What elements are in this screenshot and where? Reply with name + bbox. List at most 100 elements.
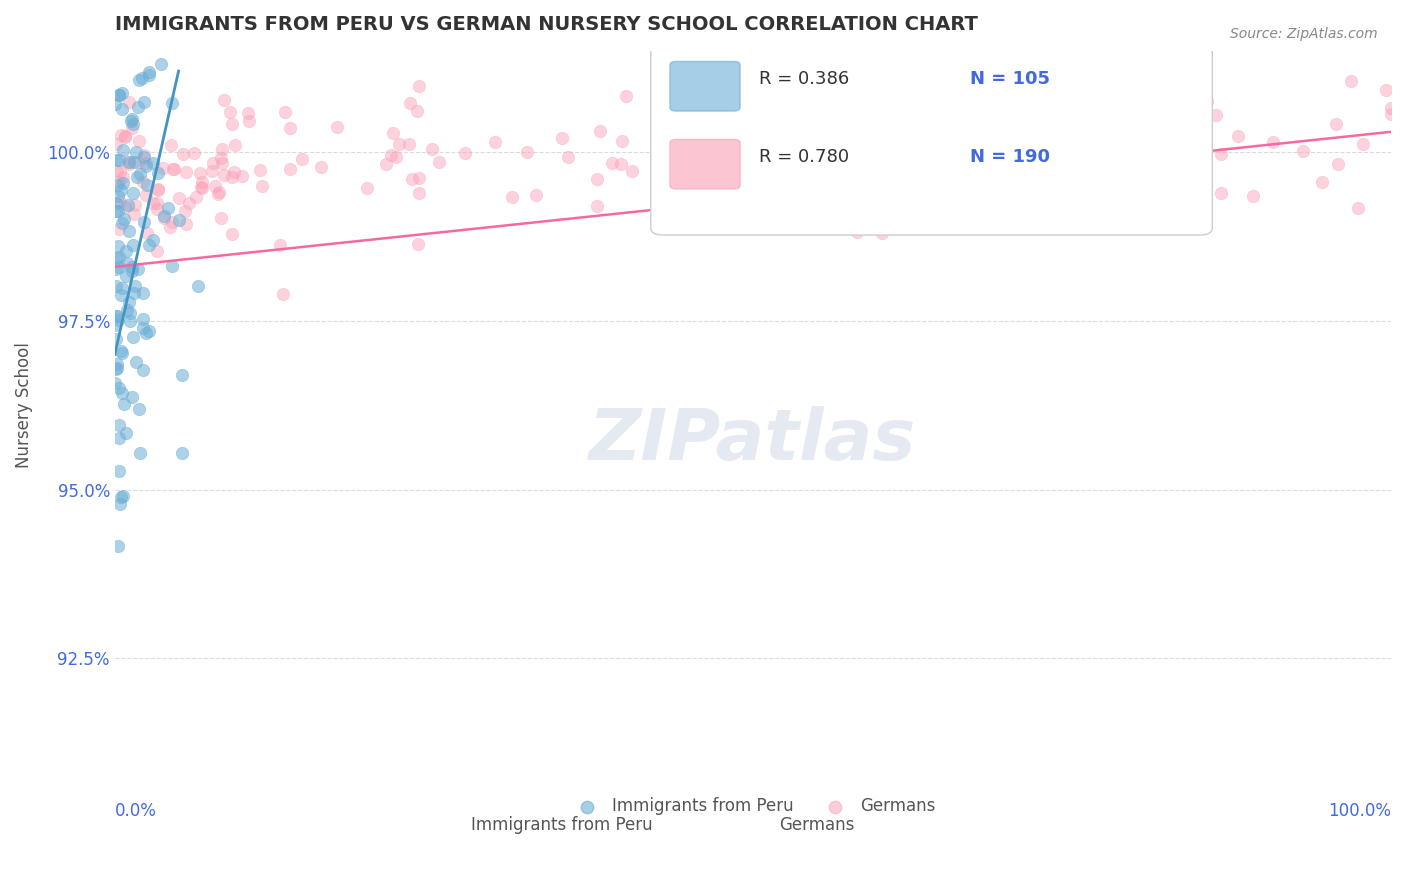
Point (832, 144, 855, 158)
Point (125, 354, 148, 368)
Point (108, 175, 131, 189)
Point (737, 146, 759, 161)
Point (153, 211, 176, 225)
Point (107, 88, 129, 103)
Point (110, 490, 132, 504)
Point (810, 166, 832, 180)
Point (1163, 88, 1185, 103)
Point (212, 168, 235, 182)
Text: IMMIGRANTS FROM PERU VS GERMAN NURSERY SCHOOL CORRELATION CHART: IMMIGRANTS FROM PERU VS GERMAN NURSERY S… (115, 15, 977, 34)
Point (524, 187, 547, 202)
Point (111, 216, 134, 230)
Point (118, 224, 141, 238)
Point (238, 106, 260, 120)
Point (1153, 107, 1175, 121)
Point (120, 114, 142, 128)
Point (162, 161, 184, 176)
Point (1211, 147, 1233, 161)
Point (108, 431, 131, 445)
Point (1241, 189, 1264, 203)
Point (112, 170, 135, 185)
Point (142, 233, 165, 247)
Text: 100.0%: 100.0% (1329, 802, 1391, 820)
Point (1340, 74, 1362, 88)
Point (104, 196, 127, 211)
Point (114, 244, 136, 259)
Point (870, 226, 893, 240)
Point (132, 175, 155, 189)
Point (800, 123, 823, 137)
Point (1379, 107, 1402, 121)
Text: ZIPatlas: ZIPatlas (589, 406, 917, 475)
Point (405, 103, 427, 118)
Point (122, 155, 145, 169)
Point (1379, 101, 1402, 115)
Point (804, 90, 827, 104)
Point (104, 278, 127, 293)
Point (190, 180, 212, 194)
Point (134, 150, 156, 164)
Point (170, 446, 193, 460)
Point (132, 215, 155, 229)
Text: Germans: Germans (779, 816, 855, 834)
Point (117, 155, 139, 169)
Text: 0.0%: 0.0% (115, 802, 156, 820)
Point (115, 256, 138, 270)
Point (1227, 129, 1250, 144)
Point (118, 95, 141, 109)
Point (104, 251, 127, 265)
Point (107, 239, 129, 253)
Point (124, 206, 146, 220)
Point (1209, 186, 1232, 201)
Point (1045, 64, 1067, 78)
Point (813, 144, 835, 158)
Point (1174, 174, 1197, 188)
Point (105, 309, 128, 323)
Point (110, 183, 132, 197)
Point (221, 227, 243, 242)
Point (610, 157, 633, 171)
Point (104, 153, 127, 167)
Point (380, 147, 402, 161)
Point (135, 160, 157, 174)
Point (104, 376, 127, 390)
Point (309, 160, 332, 174)
Point (174, 217, 197, 231)
Point (108, 87, 131, 102)
Point (786, 149, 808, 163)
Point (110, 343, 132, 358)
Point (112, 143, 135, 157)
Point (1053, 197, 1076, 211)
Text: R = 0.780: R = 0.780 (759, 148, 849, 166)
Point (131, 321, 153, 335)
Point (600, 156, 623, 170)
Point (162, 259, 184, 273)
Point (388, 136, 411, 151)
Point (111, 385, 134, 400)
Point (585, 199, 607, 213)
Point (112, 489, 135, 503)
Point (127, 100, 149, 114)
FancyBboxPatch shape (669, 139, 740, 189)
Point (832, 211, 855, 226)
Point (1047, 74, 1070, 88)
Point (1091, 154, 1114, 169)
Point (1197, 95, 1219, 109)
Point (1205, 108, 1227, 122)
Point (375, 157, 398, 171)
Point (146, 202, 169, 216)
Point (104, 332, 127, 346)
Point (152, 209, 174, 223)
Point (859, 128, 882, 143)
Point (1052, 147, 1074, 161)
Point (114, 128, 136, 143)
Point (1101, 192, 1123, 206)
Point (1049, 115, 1071, 129)
Point (108, 464, 131, 478)
Point (112, 397, 135, 411)
Point (118, 306, 141, 320)
Point (800, 171, 823, 186)
Point (1171, 69, 1194, 83)
Point (107, 153, 129, 167)
Point (118, 294, 141, 309)
